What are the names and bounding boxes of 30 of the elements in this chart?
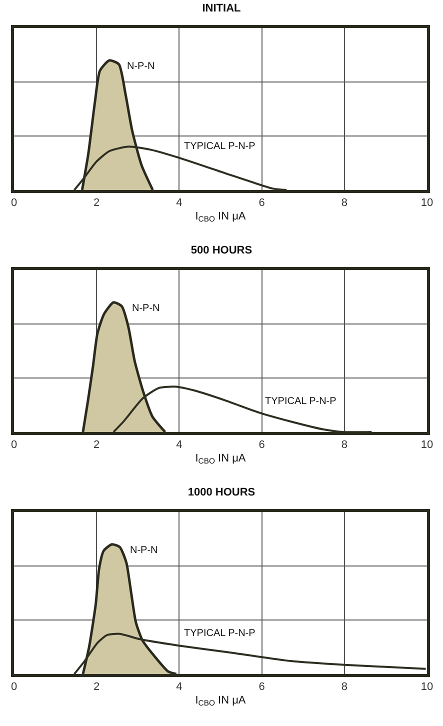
chart-title: 500 HOURS bbox=[190, 244, 252, 256]
x-tick-label: 0 bbox=[10, 681, 18, 694]
series-label: TYPICAL P-N-P bbox=[184, 141, 256, 152]
series-label: TYPICAL P-N-P bbox=[184, 628, 256, 639]
x-tick-label: 10 bbox=[420, 197, 434, 210]
series-label: N-P-N bbox=[132, 303, 160, 314]
chart-title: 1000 HOURS bbox=[188, 486, 256, 498]
x-tick-label: 4 bbox=[176, 439, 182, 452]
x-tick-label: 6 bbox=[258, 439, 265, 452]
chart-title: INITIAL bbox=[202, 2, 242, 14]
x-axis-title: I$_{CBO}$ IN μA bbox=[195, 694, 246, 708]
x-axis-title: I$_{CBO}$ IN μA bbox=[195, 210, 246, 224]
x-tick-label: 0 bbox=[10, 439, 18, 452]
x-tick-label: 8 bbox=[341, 681, 348, 694]
series-label: TYPICAL P-N-P bbox=[265, 396, 337, 407]
x-tick-label: 0 bbox=[10, 197, 18, 210]
x-axis-title: I$_{CBO}$ IN μA bbox=[195, 452, 246, 466]
x-tick-label: 8 bbox=[341, 197, 348, 210]
series-label: N-P-N bbox=[127, 61, 155, 72]
x-tick-label: 6 bbox=[258, 197, 265, 210]
x-tick-label: 6 bbox=[258, 681, 265, 694]
x-tick-label: 10 bbox=[420, 681, 434, 694]
x-tick-label: 4 bbox=[176, 197, 182, 210]
x-tick-label: 10 bbox=[420, 439, 434, 452]
x-tick-label: 4 bbox=[176, 681, 182, 694]
x-tick-label: 2 bbox=[94, 197, 100, 210]
x-tick-label: 2 bbox=[94, 439, 100, 452]
series-label: N-P-N bbox=[130, 545, 158, 556]
x-tick-label: 2 bbox=[94, 681, 100, 694]
x-tick-label: 8 bbox=[341, 439, 348, 452]
